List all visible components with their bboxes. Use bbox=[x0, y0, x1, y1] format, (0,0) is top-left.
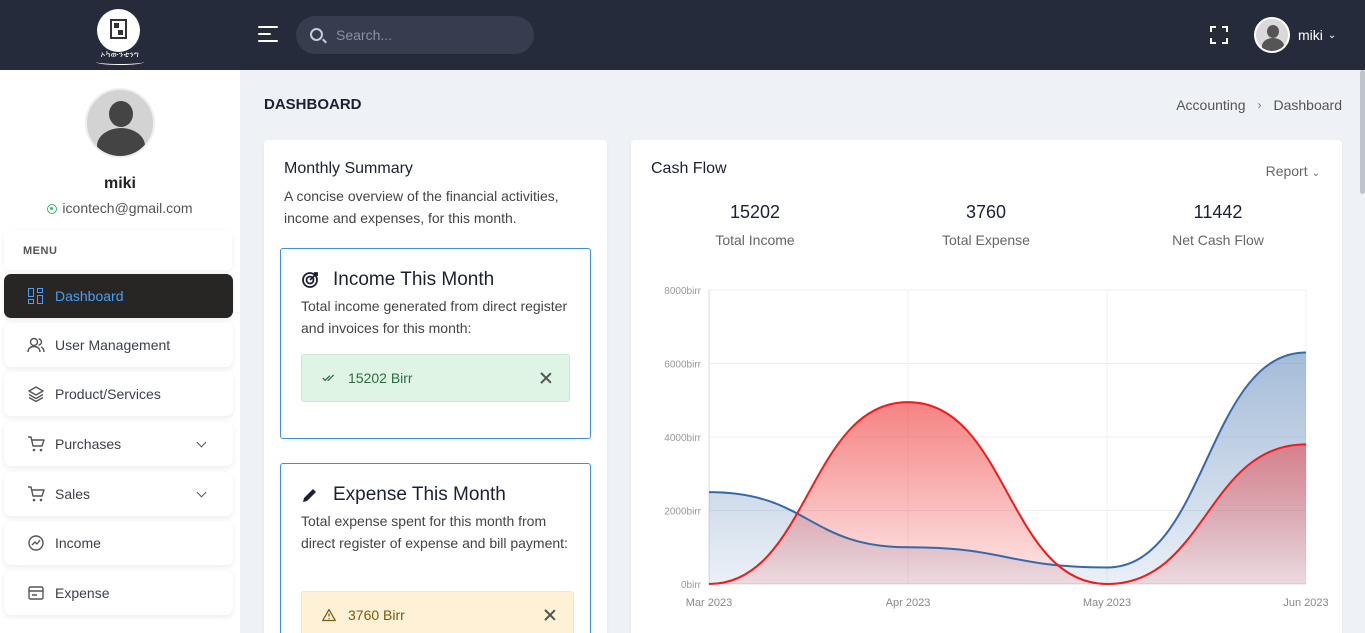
expense-icon bbox=[27, 584, 45, 602]
avatar bbox=[1254, 17, 1290, 53]
stat-total-expense: 3760 Total Expense bbox=[886, 202, 1086, 248]
income-card-title: Income This Month bbox=[333, 269, 495, 290]
sidebar-item-label: Purchases bbox=[55, 436, 122, 452]
stat-label: Net Cash Flow bbox=[1172, 232, 1264, 248]
search-bar bbox=[296, 16, 534, 54]
stat-value: 15202 bbox=[729, 202, 781, 222]
logo-emblem bbox=[97, 9, 140, 52]
top-bar: ኦካውንቲንግ miki ⌄ bbox=[0, 0, 1365, 70]
sidebar-item-dashboard[interactable]: Dashboard bbox=[4, 274, 233, 318]
x-tick-label: May 2023 bbox=[1083, 597, 1131, 609]
income-card-description: Total income generated from direct regis… bbox=[301, 298, 568, 336]
cart-icon bbox=[27, 485, 45, 503]
expense-card-description: Total expense spent for this month from … bbox=[301, 513, 568, 551]
sidebar-item-user-management[interactable]: User Management bbox=[4, 323, 233, 367]
logo[interactable]: ኦካውንቲንግ bbox=[0, 0, 240, 70]
page-title: DASHBOARD bbox=[264, 96, 362, 113]
x-tick-label: Mar 2023 bbox=[686, 597, 732, 609]
series-0-line bbox=[708, 351, 1307, 569]
breadcrumb-item[interactable]: Accounting bbox=[1176, 97, 1246, 113]
chevron-down-icon: ⌄ bbox=[1327, 29, 1337, 41]
sidebar-item-income[interactable]: Income bbox=[4, 521, 233, 565]
cash-flow-card: Cash Flow Report ⌄ 15202 Total Income 376… bbox=[631, 140, 1342, 633]
cash-flow-chart: 0birr 2000birr 4000birr 6000birr 8000birr Mar… bbox=[664, 286, 1328, 609]
cash-flow-title: Cash Flow bbox=[651, 160, 727, 177]
search-icon bbox=[310, 28, 323, 41]
chevron-down-icon bbox=[196, 487, 207, 498]
summary-description: A concise overview of the financial acti… bbox=[284, 188, 559, 226]
summary-title: Monthly Summary bbox=[284, 160, 413, 177]
warning-icon bbox=[322, 608, 336, 622]
sidebar-item-label: Income bbox=[55, 535, 101, 551]
sidebar: miki icontech@gmail.com MENU Dashboard U… bbox=[0, 70, 240, 633]
cart-icon bbox=[27, 435, 45, 453]
sidebar-item-purchases[interactable]: Purchases bbox=[4, 422, 233, 466]
breadcrumb: Accounting › Dashboard bbox=[1176, 97, 1342, 113]
expense-alert: 3760 Birr bbox=[301, 591, 574, 633]
y-tick-label: 6000birr bbox=[664, 360, 701, 371]
profile-name: miki bbox=[103, 175, 136, 192]
income-this-month-card: Income This Month Total income generated… bbox=[280, 248, 591, 439]
breadcrumb-item: Dashboard bbox=[1273, 97, 1343, 113]
layers-icon bbox=[27, 385, 45, 403]
y-tick-label: 4000birr bbox=[664, 433, 701, 444]
income-alert: 15202 Birr bbox=[301, 354, 570, 402]
close-icon[interactable] bbox=[539, 371, 553, 385]
y-tick-label: 0birr bbox=[681, 580, 702, 591]
sidebar-item-label: User Management bbox=[55, 337, 171, 353]
online-status-icon bbox=[47, 204, 58, 214]
stat-label: Total Expense bbox=[942, 232, 1030, 248]
sidebar-item-label: Sales bbox=[55, 486, 91, 502]
profile-email: icontech@gmail.com bbox=[62, 200, 193, 216]
fullscreen-icon[interactable] bbox=[1210, 26, 1228, 44]
monthly-summary-card: Monthly Summary A concise overview of th… bbox=[264, 140, 607, 633]
hamburger-menu-icon[interactable] bbox=[258, 26, 278, 44]
report-dropdown[interactable]: Report ⌄ bbox=[1266, 163, 1320, 179]
user-menu[interactable]: miki ⌄ bbox=[1254, 17, 1336, 53]
y-tick-label: 2000birr bbox=[664, 507, 701, 518]
sidebar-item-label: Product/Services bbox=[55, 386, 161, 402]
profile-avatar bbox=[85, 88, 155, 158]
close-icon[interactable] bbox=[543, 608, 557, 622]
stat-label: Total Income bbox=[715, 232, 795, 248]
stat-value: 3760 bbox=[965, 202, 1007, 222]
chevron-down-icon: ⌄ bbox=[1311, 168, 1320, 179]
sidebar-item-expense[interactable]: Expense bbox=[4, 571, 233, 615]
user-name: miki bbox=[1298, 27, 1323, 43]
logo-text: ኦካውንቲንግ bbox=[100, 50, 140, 59]
x-tick-label: Jun 2023 bbox=[1283, 597, 1328, 609]
stat-total-income: 15202 Total Income bbox=[655, 202, 855, 248]
report-label: Report bbox=[1265, 163, 1308, 179]
dashboard-icon bbox=[27, 287, 45, 305]
double-check-icon bbox=[322, 371, 336, 385]
page-scrollbar[interactable] bbox=[1360, 70, 1365, 194]
y-tick-label: 8000birr bbox=[664, 286, 701, 297]
expense-alert-text: 3760 Birr bbox=[348, 607, 405, 623]
expense-this-month-card: Expense This Month Total expense spent f… bbox=[280, 463, 591, 633]
income-icon bbox=[27, 534, 45, 552]
stat-value: 11442 bbox=[1193, 202, 1243, 222]
x-tick-label: Apr 2023 bbox=[886, 597, 931, 609]
pencil-icon bbox=[301, 486, 319, 504]
target-icon bbox=[301, 271, 319, 289]
stat-net-cash-flow: 11442 Net Cash Flow bbox=[1118, 202, 1318, 248]
menu-title: MENU bbox=[4, 230, 232, 270]
users-icon bbox=[27, 336, 45, 354]
chevron-right-icon: › bbox=[1257, 98, 1262, 112]
sidebar-item-sales[interactable]: Sales bbox=[4, 472, 233, 516]
sidebar-item-label: Dashboard bbox=[55, 288, 124, 304]
chevron-down-icon bbox=[196, 437, 207, 448]
sidebar-item-label: Expense bbox=[55, 585, 110, 601]
series-1-line bbox=[708, 401, 1307, 586]
income-alert-text: 15202 Birr bbox=[348, 370, 413, 386]
profile-email-row: icontech@gmail.com bbox=[0, 200, 240, 216]
expense-card-title: Expense This Month bbox=[333, 484, 506, 505]
search-input[interactable] bbox=[336, 16, 526, 54]
sidebar-item-product-services[interactable]: Product/Services bbox=[4, 372, 233, 416]
